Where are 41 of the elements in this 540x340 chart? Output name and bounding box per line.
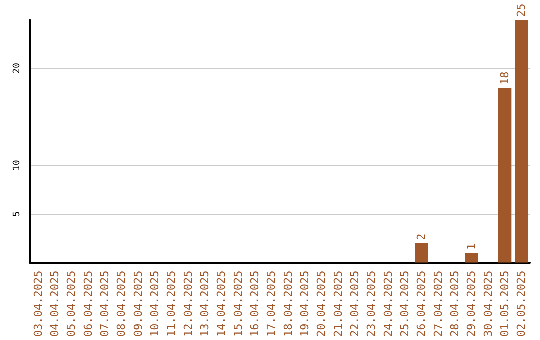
x-tick-label: 06.04.2025	[82, 270, 95, 338]
x-tick-label: 15.04.2025	[232, 270, 245, 338]
data-label: 25	[515, 4, 528, 17]
x-tick-label: 22.04.2025	[348, 270, 362, 338]
y-tick-label: 5	[12, 212, 22, 217]
x-tick-label: 26.04.2025	[415, 270, 428, 338]
y-tick-label: 10	[12, 160, 22, 172]
x-tick-label: 14.04.2025	[215, 270, 228, 338]
x-tick-label: 01.05.2025	[498, 270, 512, 338]
bar	[415, 243, 428, 263]
x-tick-label: 04.04.2025	[48, 270, 62, 338]
x-tick-label: 20.04.2025	[315, 270, 328, 338]
x-tick-label: 08.04.2025	[115, 270, 128, 338]
x-tick-label: 18.04.2025	[282, 270, 295, 338]
x-tick-label: 25.04.2025	[398, 270, 412, 338]
x-tick-label: 16.04.2025	[248, 270, 262, 338]
x-tick-label: 07.04.2025	[98, 270, 112, 338]
data-label: 1	[465, 243, 478, 250]
data-label: 18	[498, 72, 512, 85]
x-tick-label: 28.04.2025	[448, 270, 462, 338]
x-tick-label: 03.04.2025	[32, 270, 45, 338]
bar	[498, 88, 512, 263]
y-tick-label: 20	[12, 63, 22, 74]
data-label: 2	[415, 234, 428, 240]
x-tick-label: 23.04.2025	[365, 270, 378, 338]
x-tick-label: 09.04.2025	[132, 270, 145, 338]
x-tick-label: 11.04.2025	[165, 270, 178, 338]
x-tick-label: 13.04.2025	[198, 270, 212, 338]
bar	[465, 253, 478, 263]
x-tick-label: 29.04.2025	[465, 270, 478, 338]
x-tick-label: 19.04.2025	[298, 270, 312, 338]
x-tick-label: 12.04.2025	[182, 270, 195, 338]
x-tick-label: 21.04.2025	[332, 270, 345, 338]
x-tick-label: 27.04.2025	[432, 270, 445, 338]
x-tick-label: 10.04.2025	[148, 270, 162, 338]
bar	[515, 20, 528, 263]
x-tick-label: 05.04.2025	[65, 270, 78, 338]
x-tick-label: 24.04.2025	[382, 270, 395, 338]
x-tick-label: 02.05.2025	[515, 270, 528, 338]
x-tick-label: 17.04.2025	[265, 270, 278, 338]
x-tick-label: 30.04.2025	[482, 270, 495, 338]
